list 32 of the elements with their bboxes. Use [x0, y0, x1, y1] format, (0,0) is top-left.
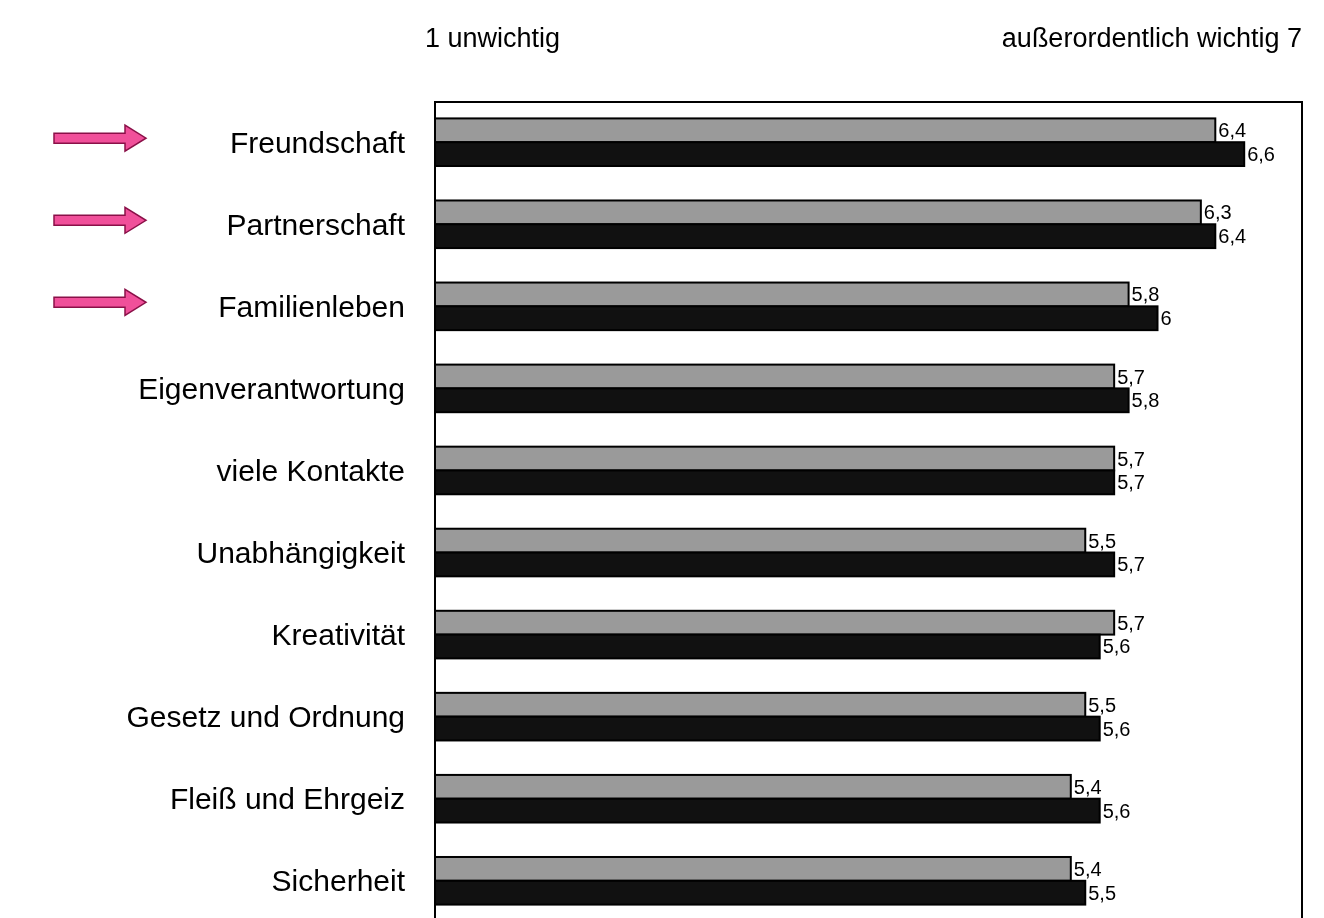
y-tick-label: Partnerschaft [226, 207, 406, 241]
data-label: 5,4 [1073, 775, 1102, 798]
text: 1 unwichtig [425, 23, 561, 53]
y-tick-label: Familienleben [218, 289, 405, 323]
data-label: 5,7 [1117, 471, 1145, 494]
data-label: 6,4 [1218, 119, 1247, 142]
data-label: 6,6 [1247, 143, 1276, 166]
data-label: 5,7 [1117, 447, 1145, 470]
data-label: 6 [1160, 307, 1172, 330]
data-label: 5,5 [1088, 693, 1117, 716]
y-tick-label: Kreativität [271, 618, 406, 652]
y-tick-label: Fleiß und Ehrgeiz [169, 782, 405, 816]
data-label: 5,5 [1088, 529, 1117, 552]
data-label: 5,7 [1117, 365, 1145, 388]
data-label: 5,7 [1117, 611, 1145, 634]
data-label: 5,6 [1102, 799, 1131, 822]
data-label: 5,6 [1102, 635, 1131, 658]
data-label: 5,8 [1131, 389, 1160, 412]
data-label: 6,3 [1203, 201, 1232, 224]
y-tick-label: Sicherheit [271, 864, 406, 898]
data-label: 5,4 [1073, 857, 1102, 880]
text: außerordentlich wichtig 7 [1001, 23, 1302, 53]
y-tick-label: Freundschaft [229, 125, 406, 159]
data-label: 5,7 [1117, 553, 1145, 576]
y-tick-label: Unabhängigkeit [196, 536, 406, 570]
data-label: 5,5 [1088, 881, 1117, 904]
data-label: 5,6 [1102, 717, 1131, 740]
y-tick-label: viele Kontakte [216, 453, 405, 487]
data-label: 6,4 [1218, 225, 1247, 248]
y-tick-label: Eigenverantwortung [138, 371, 405, 405]
y-tick-label: Gesetz und Ordnung [126, 700, 405, 734]
data-label: 5,8 [1131, 283, 1160, 306]
